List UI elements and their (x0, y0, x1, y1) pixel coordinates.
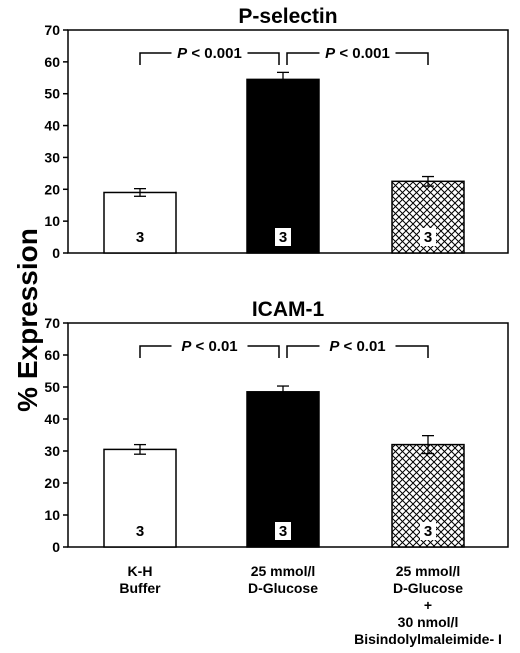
n-label: 3 (136, 523, 144, 540)
n-label: 3 (279, 229, 287, 246)
p-value-label: P < 0.01 (329, 338, 385, 355)
y-axis-label: % Expression (12, 228, 43, 412)
y-tick-label: 10 (44, 507, 60, 523)
y-tick-label: 40 (44, 411, 60, 427)
chart-panel-1: P-selectin 0 10 20 30 40 50 60 70 3 3 3 P < 0.001 P <… (44, 5, 509, 261)
n-label: 3 (136, 229, 144, 246)
p-value-box (171, 43, 248, 61)
y-tick-label: 30 (44, 443, 60, 459)
p-value-label: P < 0.001 (325, 45, 390, 62)
y-tick-label: 60 (44, 347, 60, 363)
bar (246, 78, 320, 254)
y-tick-label: 60 (44, 54, 60, 70)
n-label: 3 (279, 523, 287, 540)
y-tick-label: 20 (44, 475, 60, 491)
p-value-label: P < 0.001 (177, 45, 242, 62)
category-label-line: 25 mmol/l (396, 563, 461, 579)
y-tick-label: 40 (44, 118, 60, 134)
y-tick-label: 50 (44, 86, 60, 102)
y-tick-label: 0 (52, 245, 60, 261)
y-tick-label: 50 (44, 379, 60, 395)
n-label: 3 (424, 229, 432, 246)
y-tick-label: 20 (44, 181, 60, 197)
chart-title: P-selectin (238, 5, 337, 28)
chart-panel-2: ICAM-1 0 10 20 30 40 50 60 70 3 3 3 P < 0.01 P < 0.01 (44, 298, 509, 555)
y-tick-label: 70 (44, 22, 60, 38)
p-value-box (319, 336, 396, 354)
p-value-label: P < 0.01 (181, 338, 237, 355)
n-label-box (132, 228, 148, 246)
category-label-line: 30 nmol/l (398, 614, 459, 630)
p-value-box (171, 336, 248, 354)
y-tick-label: 10 (44, 213, 60, 229)
n-label-box (132, 522, 148, 540)
n-label-box (420, 228, 436, 246)
bar (246, 391, 320, 548)
category-label-line: D-Glucose (248, 580, 318, 596)
category-label-line: Buffer (119, 580, 161, 596)
y-tick-label: 70 (44, 315, 60, 331)
category-label-line: + (424, 597, 432, 613)
n-label-box (275, 522, 291, 540)
category-label-line: K-H (128, 563, 153, 579)
y-tick-label: 30 (44, 149, 60, 165)
p-value-box (319, 43, 396, 61)
n-label-box (275, 228, 291, 246)
category-label-line: Bisindolylmaleimide- I (354, 631, 502, 647)
category-label-line: 25 mmol/l (251, 563, 316, 579)
n-label-box (420, 522, 436, 540)
n-label: 3 (424, 523, 432, 540)
chart-title: ICAM-1 (252, 298, 325, 321)
y-tick-label: 0 (52, 539, 60, 555)
category-label-line: D-Glucose (393, 580, 463, 596)
